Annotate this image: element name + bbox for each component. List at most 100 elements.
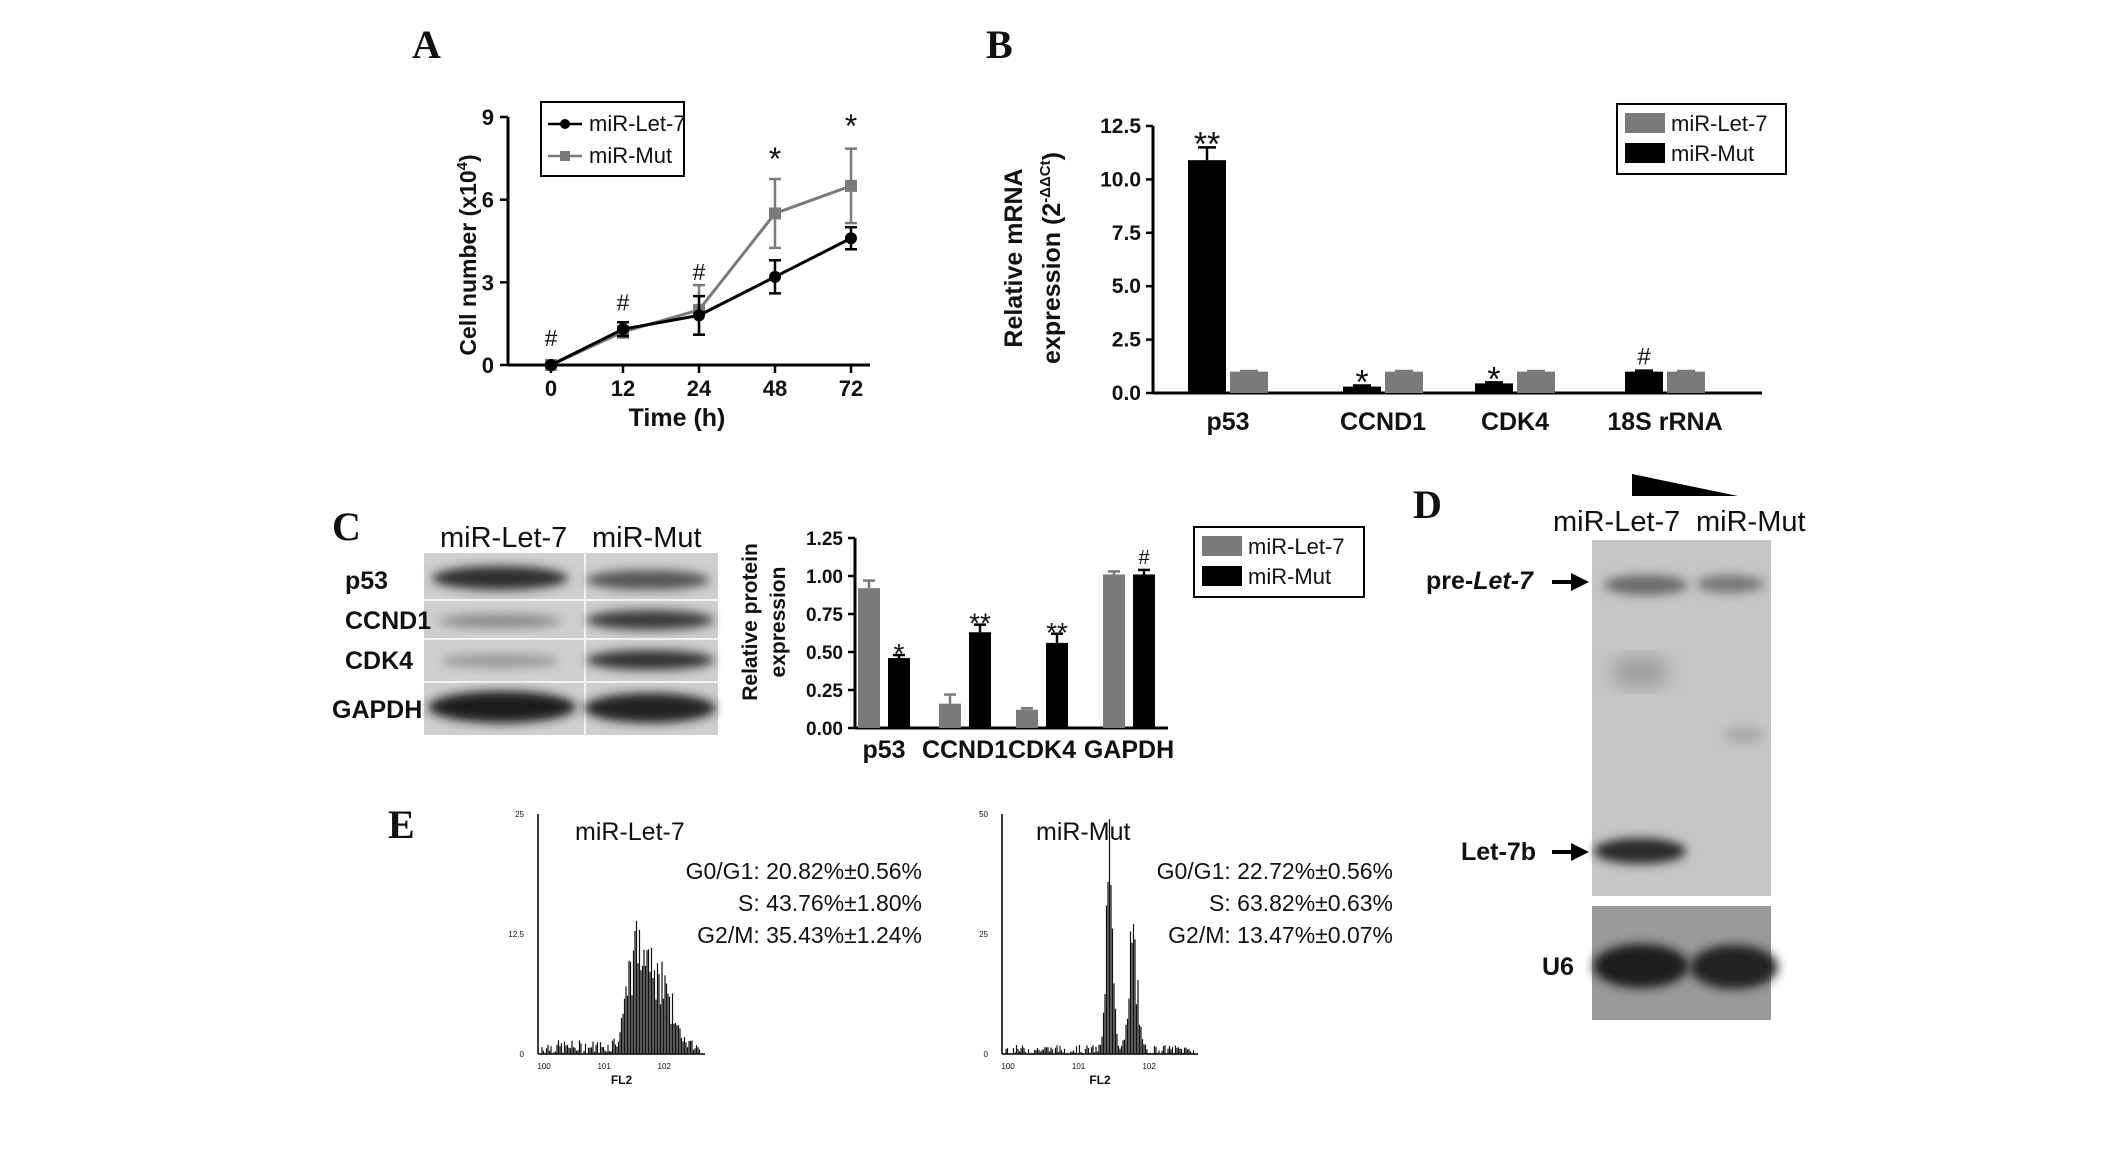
panel-b-significance-mark: * (1487, 360, 1500, 398)
histogram-let7-stat-g2m: G2/M: 35.43%±1.24% (697, 922, 922, 948)
panel-b-significance-mark: * (1355, 364, 1368, 402)
panel-label-b: B (986, 22, 1013, 67)
panel-a-point-mir-mut (845, 179, 857, 192)
panel-c-bar-cdk4-mir-mut (1046, 642, 1068, 728)
gel-smear-mut (1724, 727, 1764, 743)
panel-a-point-mir-let-7 (617, 323, 629, 336)
band-p53-mut (586, 570, 710, 590)
panel-a-line-mir-let-7 (550, 236, 852, 367)
band-ccnd1-mut (586, 610, 714, 630)
panel-c-legend: miR-Let-7 miR-Mut (1193, 526, 1365, 598)
panel-b-bar-18s-rrna-mir-let-7 (1667, 371, 1705, 393)
panel-d-northern-blot: miR-Let-7 miR-Mut pre-Let-7 Let-7b U6 (1426, 474, 1806, 1020)
northern-gel-main (1592, 540, 1771, 896)
panel-label-a: A (412, 22, 441, 67)
panel-b-bar-ccnd1-mir-mut (1343, 386, 1381, 393)
histogram-mut-stat-s: S: 63.82%±0.63% (1209, 890, 1393, 916)
panel-c-bar-gapdh-mir-mut (1133, 574, 1155, 728)
band-let7b-let7 (1594, 838, 1686, 864)
panel-a-significance-mark: * (769, 141, 781, 177)
panel-b-significance-mark: ** (1194, 125, 1220, 163)
panel-c-legend-mut: miR-Mut (1248, 564, 1331, 589)
arrow-right-icon (1552, 843, 1589, 861)
panel-a-y-axis-label: Cell number (x104) (454, 154, 481, 355)
western-row-label-p53: p53 (345, 567, 388, 595)
histogram-mut-histogram-bars (1005, 819, 1195, 1054)
panel-a-axes: 0 3 6 9 0 12 24 48 72 (482, 105, 870, 401)
panel-b-y-tick-label: 2.5 (1112, 329, 1142, 352)
panel-b-bar-p53-mir-mut (1188, 160, 1226, 393)
histogram-let7-x-axis-label: FL2 (611, 1073, 633, 1087)
histogram-mut-x-tick-label: 102 (1142, 1062, 1156, 1071)
panel-b-bar-cdk4-mir-mut (1475, 383, 1513, 393)
panel-c-bar-p53-mir-let-7 (858, 588, 880, 728)
histogram-mut-y-tick-label: 0 (984, 1050, 989, 1059)
panel-a-point-mir-let-7 (769, 270, 781, 283)
panel-a-series: # # # * * (545, 108, 857, 371)
histogram-mut-stat-g0g1: G0/G1: 22.72%±0.56% (1157, 858, 1393, 884)
panel-a-y-tick-label: 0 (482, 353, 494, 378)
panel-c-category-label: CDK4 (1008, 736, 1076, 764)
panel-b-bar-18s-rrna-mir-mut (1625, 371, 1663, 393)
panel-a-significance-mark: * (845, 108, 857, 144)
histogram-let7-x-tick-label: 101 (597, 1062, 611, 1071)
panel-a-y-tick-label: 9 (482, 105, 494, 130)
panel-b-y-tick-label: 5.0 (1112, 275, 1141, 298)
histogram-mut-y-tick-label: 25 (979, 930, 988, 939)
panel-a-x-tick-label: 0 (545, 376, 557, 401)
histogram-let7-histogram-bars (541, 920, 701, 1054)
gel-smear (1610, 656, 1670, 688)
panel-label-d: D (1413, 482, 1442, 527)
panel-b-category-label: p53 (1206, 408, 1249, 436)
histogram-mut-x-axis-label: FL2 (1089, 1073, 1111, 1087)
panel-c-legend-let7: miR-Let-7 (1248, 534, 1345, 559)
band-cdk4-let7 (440, 654, 560, 668)
band-pre-let7-let7 (1604, 575, 1688, 595)
band-gapdh-let7 (428, 691, 576, 723)
panel-b-bar-chart: 0.0 2.5 5.0 7.5 10.0 12.5 p53 CCND1 CDK4 18S rRNA… (1000, 103, 1787, 436)
panel-b-significance-mark: # (1637, 344, 1651, 371)
band-p53-let7 (432, 566, 568, 590)
panel-c-category-label: CCND1 (922, 736, 1008, 764)
northern-label-let7b: Let-7b (1461, 838, 1536, 866)
panel-c-western-blot: miR-Let-7 miR-Mut p53 CCND1 CDK4 GAPDH (332, 522, 718, 735)
panel-c-bar-gapdh-mir-let-7 (1103, 574, 1125, 728)
northern-lane-label-mut: miR-Mut (1696, 506, 1806, 538)
northern-lane-label-let7: miR-Let-7 (1553, 506, 1680, 538)
band-ccnd1-let7 (438, 614, 562, 628)
panel-a-point-mir-let-7 (845, 232, 857, 245)
panel-c-significance-mark: * (894, 638, 905, 669)
western-row-label-ccnd1: CCND1 (345, 607, 431, 635)
panel-a-x-tick-label: 72 (839, 376, 863, 401)
band-gapdh-mut (584, 693, 716, 723)
panel-b-y-tick-label: 0.0 (1112, 382, 1141, 405)
panel-c-significance-mark: # (1138, 547, 1150, 569)
panel-c-bar-chart: 0.00 0.25 0.50 0.75 1.00 1.25 p53 CCND1 CDK4 GAPD… (739, 526, 1365, 764)
panel-c-y-tick-label: 0.25 (806, 681, 843, 702)
panel-b-y-tick-label: 12.5 (1100, 115, 1141, 138)
histogram-let7-y-tick-label: 0 (520, 1050, 525, 1059)
panel-a-legend: miR-Let-7 miR-Mut (540, 101, 686, 177)
band-pre-let7-mut (1696, 575, 1764, 593)
histogram-let7-y-tick-label: 25 (515, 810, 524, 819)
panel-c-significance-mark: ** (1046, 617, 1068, 648)
panel-c-y-tick-label: 0.50 (806, 643, 843, 664)
northern-label-u6: U6 (1542, 953, 1574, 981)
histogram-let7: 0 12.5 25 100 101 102 FL2 (508, 810, 705, 1087)
panel-c-bar-cdk4-mir-let-7 (1016, 709, 1038, 728)
panel-c-category-label: p53 (862, 736, 905, 764)
panel-label-e: E (388, 802, 415, 847)
band-u6-mut (1690, 945, 1778, 989)
panel-c-y-tick-label: 1.00 (806, 567, 843, 588)
panel-label-c: C (332, 504, 361, 549)
histogram-let7-stat-s: S: 43.76%±1.80% (738, 890, 922, 916)
histogram-let7-x-tick-label: 100 (537, 1062, 551, 1071)
panel-a-point-mir-let-7 (693, 309, 705, 322)
panel-c-y-tick-label: 0.75 (806, 605, 843, 626)
panel-b-y-axis-label-line2: expression (2-ΔΔCt) (1037, 152, 1066, 364)
panel-b-bars: *** *# (1188, 125, 1705, 402)
panel-c-significance-mark: ** (969, 608, 991, 639)
western-lane-label-mut: miR-Mut (592, 522, 702, 554)
histogram-let7-y-tick-label: 12.5 (508, 930, 524, 939)
